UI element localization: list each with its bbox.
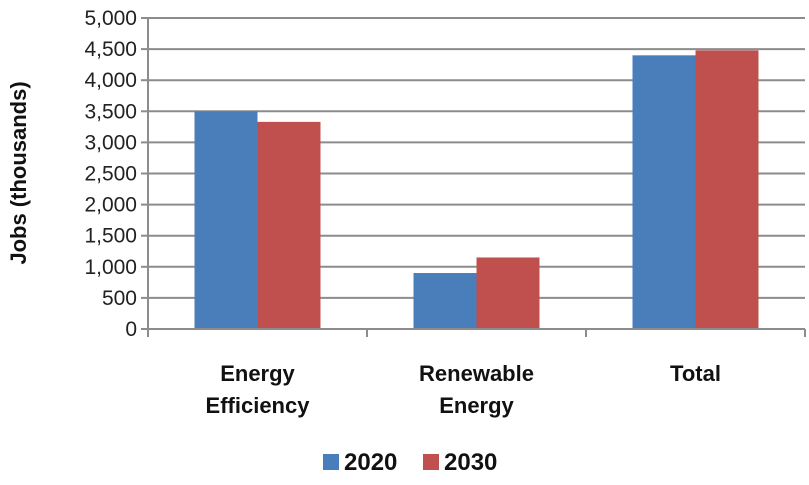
y-tick-label: 4,500 xyxy=(84,38,137,61)
y-tick-labels: 0 500 1,000 1,500 2,000 2,500 3,000 3,500 4,000 4… xyxy=(84,7,137,341)
x-category-label-line: Total xyxy=(670,361,721,386)
y-tick-label: 500 xyxy=(102,287,137,310)
y-tick-label: 3,000 xyxy=(84,131,137,154)
bar-2020-renewable-energy xyxy=(413,273,477,329)
x-category-label-line: Energy xyxy=(220,361,295,386)
y-tick-label: 2,000 xyxy=(84,194,137,217)
legend-label: 2030 xyxy=(444,449,497,476)
y-tick-label: 1,000 xyxy=(84,256,137,279)
x-category-label: Renewable Energy xyxy=(419,361,534,418)
bar-2020-energy-efficiency xyxy=(194,111,258,329)
x-category-label: Total xyxy=(670,361,721,386)
legend-label: 2020 xyxy=(344,449,397,476)
x-category-label-line: Efficiency xyxy=(206,393,311,418)
x-category-label-line: Energy xyxy=(439,393,514,418)
axes xyxy=(141,17,806,337)
bar-2030-total xyxy=(695,50,759,330)
legend-swatch xyxy=(323,454,339,470)
bar-2030-renewable-energy xyxy=(476,257,540,329)
y-tick-label: 5,000 xyxy=(84,7,137,30)
y-tick-label: 1,500 xyxy=(84,225,137,248)
y-tick-label: 4,000 xyxy=(84,69,137,92)
legend-swatch xyxy=(423,454,439,470)
bar-2030-energy-efficiency xyxy=(257,121,321,330)
y-axis-label: Jobs (thousands) xyxy=(6,81,31,264)
y-tick-label: 2,500 xyxy=(84,163,137,186)
y-tick-label: 0 xyxy=(125,318,137,341)
legend: 2020 2030 xyxy=(323,449,497,476)
bars xyxy=(194,50,759,330)
x-category-labels: Energy Efficiency Renewable Energy Total xyxy=(206,361,721,418)
y-tick-label: 3,500 xyxy=(84,100,137,123)
x-category-label-line: Renewable xyxy=(419,361,534,386)
x-category-label: Energy Efficiency xyxy=(206,361,311,418)
bar-2020-total xyxy=(632,55,696,329)
